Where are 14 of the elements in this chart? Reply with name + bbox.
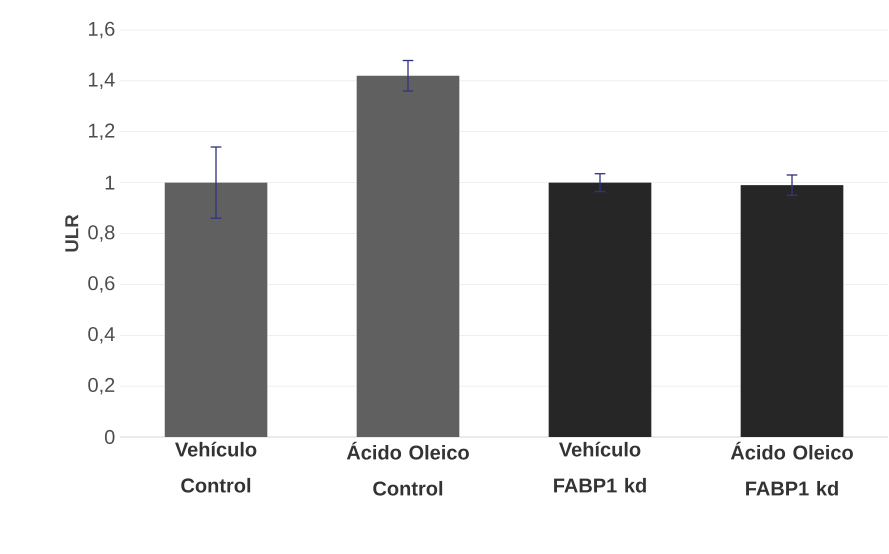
y-tick-label: 0,8 bbox=[88, 225, 114, 242]
x-tick-label: Vehículo FABP1 kd bbox=[554, 442, 646, 493]
y-axis-title: ULR bbox=[65, 214, 78, 252]
y-tick-label: 1,6 bbox=[89, 22, 114, 38]
y-tick-label: 0,6 bbox=[88, 276, 114, 293]
y-tick-label: 0,2 bbox=[88, 378, 114, 394]
y-tick-label: 0,4 bbox=[88, 326, 115, 344]
x-tick-label: Vehículo Control bbox=[175, 442, 256, 493]
x-tick-label: Ácido Oleico FABP1 kd bbox=[730, 442, 853, 496]
y-tick-label: 0 bbox=[104, 430, 114, 444]
y-tick-label: 1 bbox=[106, 176, 114, 190]
y-tick-label: 1,4 bbox=[89, 72, 115, 90]
x-tick-label: Ácido Oleico Control bbox=[346, 442, 469, 496]
y-tick-label: 1,2 bbox=[89, 123, 114, 140]
